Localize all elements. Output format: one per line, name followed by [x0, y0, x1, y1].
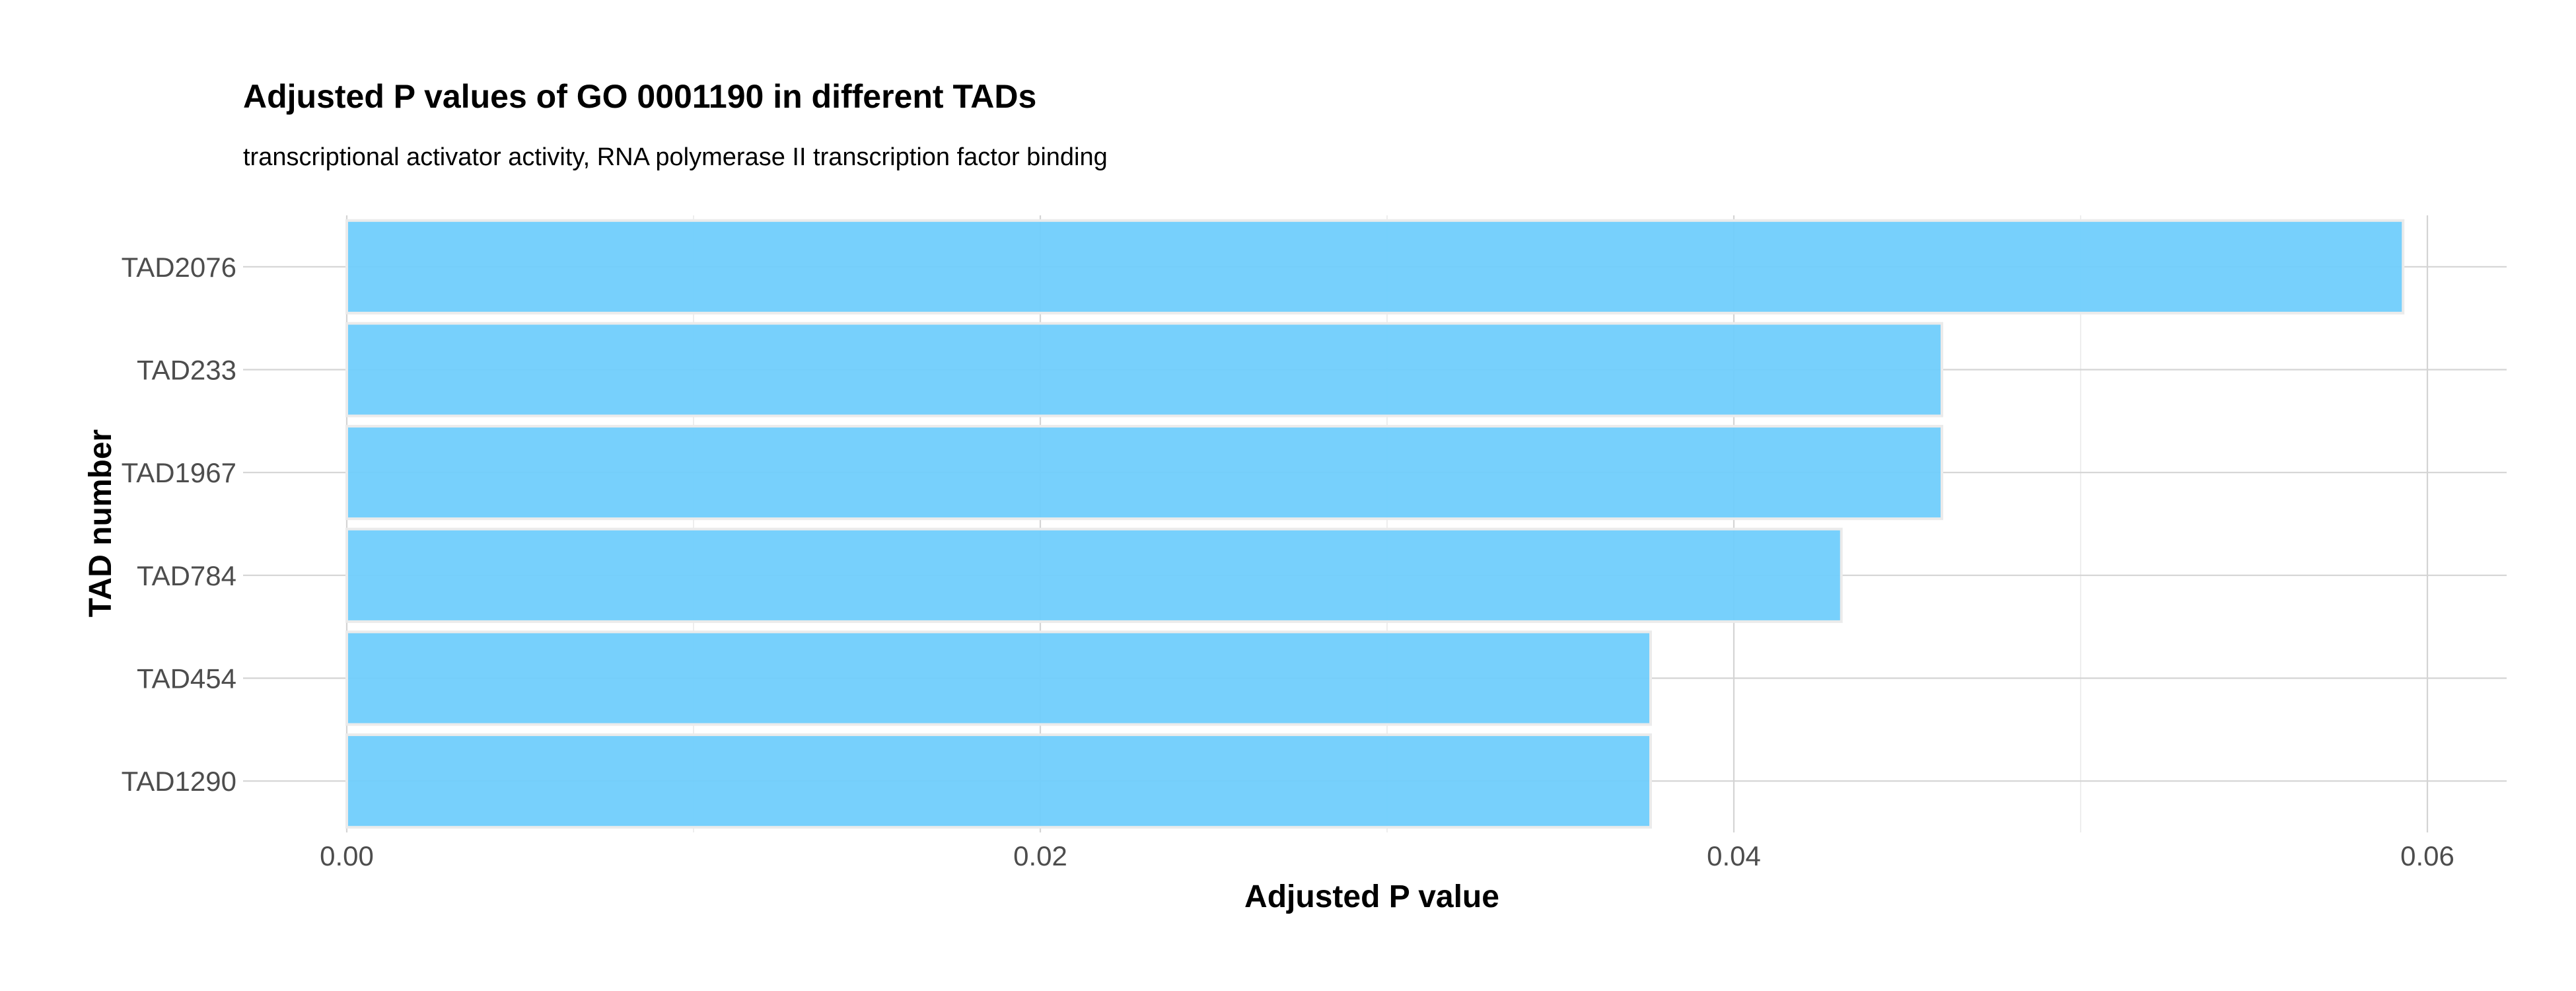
- x-axis-tick-labels: 0.00 0.02 0.04 0.06: [320, 840, 2454, 871]
- x-tick-label: 0.06: [2400, 840, 2454, 871]
- x-tick-label: 0.00: [320, 840, 374, 871]
- y-tick-label: TAD2076: [122, 252, 236, 283]
- bar: [347, 426, 1942, 519]
- y-tick-label: TAD454: [137, 663, 236, 694]
- bar: [347, 221, 2403, 313]
- x-tick-label: 0.02: [1013, 840, 1067, 871]
- x-tick-label: 0.04: [1707, 840, 1761, 871]
- y-tick-label: TAD1967: [122, 457, 236, 488]
- y-axis-tick-labels: TAD2076 TAD233 TAD1967 TAD784 TAD454 TAD1290: [122, 252, 236, 797]
- bar: [347, 529, 1842, 622]
- bar: [347, 323, 1942, 416]
- y-tick-label: TAD784: [137, 560, 236, 591]
- bars: [347, 221, 2403, 827]
- y-tick-label: TAD1290: [122, 766, 236, 797]
- bar: [347, 632, 1651, 724]
- chart-title: Adjusted P values of GO 0001190 in diffe…: [243, 78, 1036, 115]
- bar: [347, 735, 1651, 827]
- y-tick-label: TAD233: [137, 355, 236, 386]
- y-axis-title: TAD number: [83, 429, 118, 617]
- chart-subtitle: transcriptional activator activity, RNA …: [243, 143, 1108, 171]
- x-axis-title: Adjusted P value: [1244, 879, 1499, 914]
